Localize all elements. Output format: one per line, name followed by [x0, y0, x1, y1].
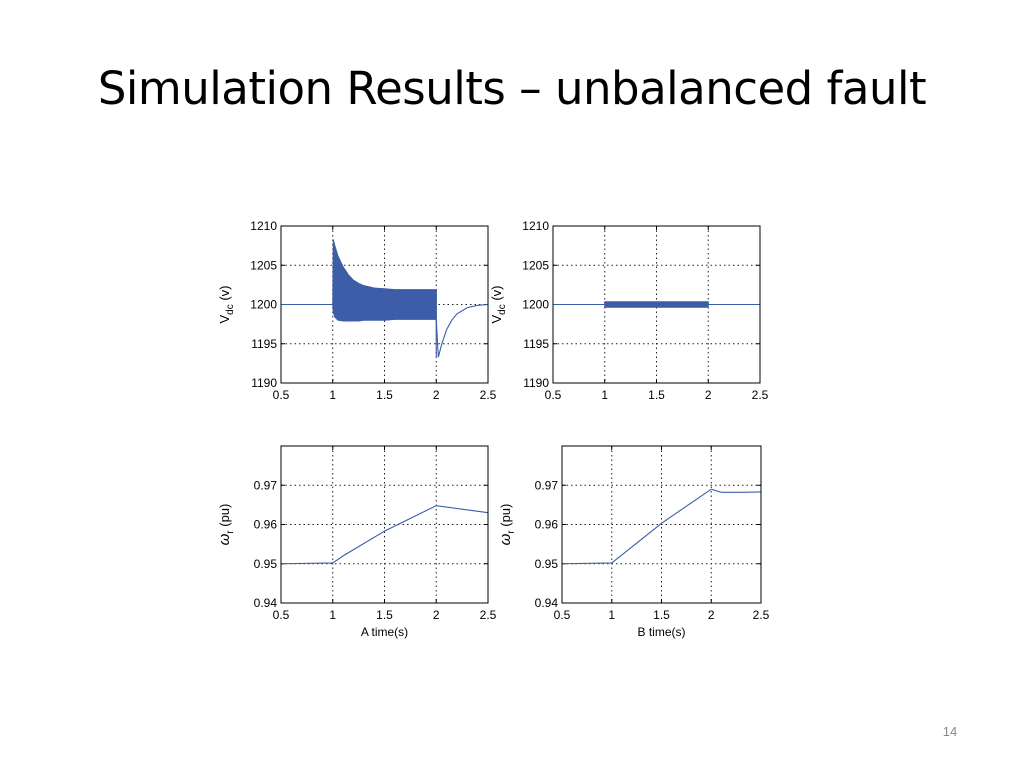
- chart-bottom-left: 0.5 1 1.5 2 2.5 0.94 0.95 0.96 0.97 ωr (pu) A time…: [216, 445, 497, 639]
- y-tick-label: 1190: [251, 376, 277, 390]
- x-tick-label: 2: [433, 388, 440, 402]
- x-axis-label: A time(s): [361, 625, 408, 639]
- y-tick-label: 1190: [523, 376, 549, 390]
- y-tick-label: 0.97: [535, 478, 559, 492]
- y-tick-label: 0.94: [535, 596, 559, 610]
- x-tick-label: 0.5: [545, 388, 562, 402]
- x-tick-label: 1: [329, 388, 336, 402]
- y-tick-label: 0.94: [254, 596, 278, 610]
- axes-frame: [561, 445, 762, 604]
- x-tick-label: 1.5: [648, 388, 665, 402]
- y-tick-label: 1210: [522, 219, 549, 233]
- y-tick-label: 0.97: [254, 478, 278, 492]
- slide-title: Simulation Results – unbalanced fault: [97, 62, 927, 115]
- x-tick-label: 2: [433, 608, 440, 622]
- y-tick-label: 0.96: [254, 518, 278, 532]
- x-tick-label: 1: [601, 388, 608, 402]
- y-axis-label: Vdc (v): [489, 285, 508, 323]
- y-tick-label: 0.96: [535, 518, 559, 532]
- x-axis-label: B time(s): [638, 625, 686, 639]
- x-tick-label: 2.5: [480, 388, 497, 402]
- series-line: [435, 303, 489, 358]
- series-line: [280, 505, 489, 565]
- y-tick-label: 1195: [251, 337, 277, 351]
- series-band: [281, 239, 437, 322]
- x-tick-label: 2.5: [480, 608, 497, 622]
- x-tick-label: 1.5: [376, 388, 393, 402]
- axes-frame: [280, 225, 489, 384]
- x-tick-label: 1.5: [376, 608, 393, 622]
- y-tick-label: 1210: [250, 219, 277, 233]
- y-axis-label: ωr (pu): [216, 504, 236, 546]
- y-tick-label: 1200: [522, 298, 549, 312]
- x-tick-label: 1: [329, 608, 336, 622]
- x-tick-label: 2: [708, 608, 715, 622]
- y-axis-label: Vdc (v): [217, 285, 236, 323]
- x-tick-label: 2.5: [753, 608, 770, 622]
- axes-frame: [280, 445, 489, 604]
- y-tick-label: 0.95: [535, 557, 559, 571]
- y-tick-label: 1205: [522, 258, 549, 272]
- y-tick-label: 1205: [250, 258, 277, 272]
- y-tick-label: 0.95: [254, 557, 278, 571]
- x-tick-label: 0.5: [554, 608, 571, 622]
- chart-top-right: 0.5 1 1.5 2 2.5 1190 1195 1200 1205 1210 Vdc (v): [489, 219, 769, 402]
- x-tick-label: 2: [705, 388, 712, 402]
- slide-number: 14: [942, 724, 958, 739]
- x-tick-label: 1.5: [653, 608, 670, 622]
- y-axis-label: ωr (pu): [497, 504, 517, 546]
- x-tick-label: 0.5: [273, 388, 290, 402]
- x-tick-label: 1: [608, 608, 615, 622]
- series-band: [604, 301, 709, 308]
- axes-frame: [552, 225, 761, 384]
- y-tick-label: 1200: [250, 298, 277, 312]
- chart-bottom-right: 0.5 1 1.5 2 2.5 0.94 0.95 0.96 0.97 ωr (pu) B time…: [497, 445, 770, 639]
- x-tick-label: 0.5: [273, 608, 290, 622]
- series-line: [561, 488, 762, 565]
- chart-top-left: 0.5 1 1.5 2 2.5 1190 1195 1200 1205 1210 Vdc (v): [217, 219, 497, 402]
- x-tick-label: 2.5: [752, 388, 769, 402]
- y-tick-label: 1195: [523, 337, 549, 351]
